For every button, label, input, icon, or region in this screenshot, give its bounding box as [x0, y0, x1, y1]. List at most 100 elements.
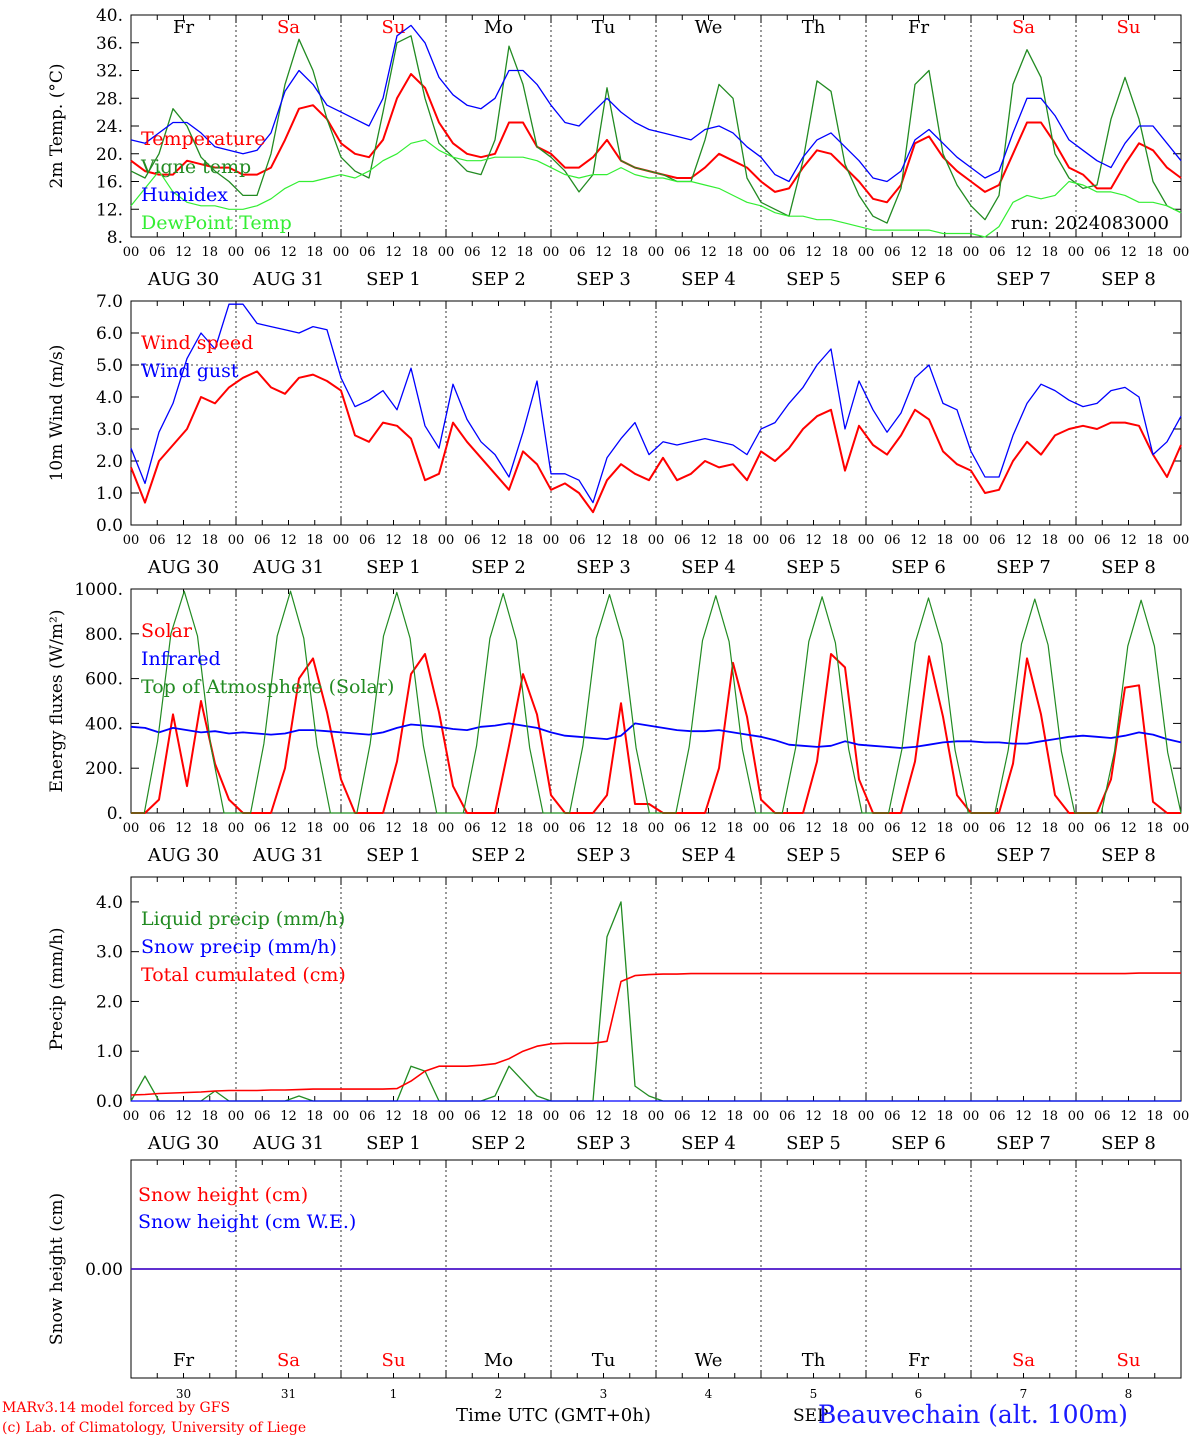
y-axis-title: Energy fluxes (W/m²): [47, 610, 67, 793]
series-line-wind-0: [130, 370, 1182, 514]
hour-label: 06: [884, 821, 901, 836]
hour-label: 12: [805, 1109, 822, 1124]
date-number-label: 5: [810, 1387, 818, 1401]
legend-entry: Liquid precip (mm/h): [141, 908, 345, 930]
hour-label: 18: [306, 821, 323, 836]
legend-entry: DewPoint Temp: [141, 212, 292, 234]
date-label: AUG 30: [147, 1133, 219, 1154]
y-tick-label: 0.0: [96, 516, 123, 536]
y-tick-label: 0.0: [96, 1092, 123, 1112]
legend-entry: Infrared: [141, 648, 221, 670]
y-tick-label: 400.: [85, 714, 123, 734]
hour-label: 00: [963, 1109, 980, 1124]
y-tick-label: 600.: [85, 670, 123, 690]
hour-label: 12: [910, 821, 927, 836]
hour-label: 00: [648, 821, 665, 836]
y-axis-title: Precip (mm/h): [47, 927, 67, 1050]
date-label: SEP 5: [786, 845, 841, 866]
hour-label: 00: [228, 1109, 245, 1124]
hour-label: 18: [936, 821, 953, 836]
legend-entry: Total cumulated (cm): [141, 964, 346, 986]
y-tick-label: 7.0: [96, 292, 123, 312]
y-tick-label: 36.: [96, 34, 123, 54]
hour-label: 18: [411, 533, 428, 548]
date-label: SEP 3: [576, 1133, 631, 1154]
date-label: SEP 1: [366, 845, 421, 866]
hour-label: 00: [753, 533, 770, 548]
date-label: AUG 30: [147, 269, 219, 290]
hour-label: 00: [753, 821, 770, 836]
hour-label: 12: [280, 533, 297, 548]
hour-label: 18: [621, 821, 638, 836]
date-label: SEP 6: [891, 269, 946, 290]
hour-label: 12: [490, 245, 507, 260]
hour-label: 12: [595, 245, 612, 260]
day-label: Tu: [592, 1350, 616, 1371]
hour-label: 12: [385, 1109, 402, 1124]
hour-label: 06: [569, 533, 586, 548]
hour-label: 12: [700, 245, 717, 260]
hour-label: 12: [910, 1109, 927, 1124]
hour-label: 18: [621, 245, 638, 260]
y-tick-label: 16.: [96, 173, 123, 193]
date-number-label: 4: [705, 1387, 713, 1401]
hour-label: 12: [1120, 245, 1137, 260]
date-number-label: 7: [1020, 1387, 1028, 1401]
hour-label: 06: [779, 245, 796, 260]
series-line-temperature-2: [130, 24, 1182, 183]
date-number-label: 31: [281, 1387, 296, 1401]
y-tick-label: 3.0: [96, 420, 123, 440]
hour-label: 00: [438, 821, 455, 836]
hour-label: 00: [543, 245, 560, 260]
hour-label: 12: [175, 821, 192, 836]
date-label: SEP 8: [1101, 1133, 1156, 1154]
y-tick-label: 40.: [96, 6, 123, 26]
hour-label: 18: [1146, 821, 1163, 836]
date-label: SEP 3: [576, 845, 631, 866]
hour-label: 00: [858, 245, 875, 260]
hour-label: 00: [228, 245, 245, 260]
hour-label: 00: [1173, 821, 1190, 836]
hour-label: 06: [884, 245, 901, 260]
hour-label: 12: [1015, 245, 1032, 260]
hour-label: 18: [201, 821, 218, 836]
hour-label: 18: [1041, 821, 1058, 836]
hour-label: 06: [569, 245, 586, 260]
hour-label: 18: [306, 1109, 323, 1124]
date-label: SEP 7: [996, 845, 1051, 866]
date-label: SEP 3: [576, 269, 631, 290]
y-tick-label: 12.: [96, 200, 123, 220]
day-label: Sa: [277, 17, 300, 38]
legend-entry: Temperature: [141, 128, 265, 150]
hour-label: 18: [1146, 245, 1163, 260]
legend-entry: Humidex: [141, 184, 228, 206]
date-label: SEP 2: [471, 1133, 526, 1154]
day-label: Mo: [484, 1350, 513, 1371]
day-label: Sa: [277, 1350, 300, 1371]
hour-label: 12: [595, 821, 612, 836]
date-label: SEP 5: [786, 269, 841, 290]
hour-label: 12: [1120, 1109, 1137, 1124]
date-label: SEP 8: [1101, 845, 1156, 866]
hour-label: 06: [674, 533, 691, 548]
hour-label: 12: [595, 533, 612, 548]
hour-label: 18: [936, 245, 953, 260]
y-axis-title: Snow height (cm): [47, 1193, 67, 1345]
hour-label: 06: [359, 245, 376, 260]
hour-label: 12: [175, 533, 192, 548]
hour-label: 12: [175, 245, 192, 260]
date-number-label: 6: [915, 1387, 923, 1401]
hour-label: 18: [411, 245, 428, 260]
day-label: Su: [1117, 1350, 1141, 1371]
date-label: SEP 5: [786, 1133, 841, 1154]
day-label: We: [695, 1350, 723, 1371]
date-label: SEP 1: [366, 557, 421, 578]
day-label: Sa: [1012, 17, 1035, 38]
y-axis-title: 2m Temp. (°C): [47, 63, 67, 188]
hour-label: 18: [1041, 533, 1058, 548]
legend-entry: Top of Atmosphere (Solar): [141, 676, 394, 698]
hour-label: 00: [228, 821, 245, 836]
hour-label: 06: [884, 1109, 901, 1124]
day-label: Fr: [173, 17, 194, 38]
hour-label: 06: [1094, 245, 1111, 260]
